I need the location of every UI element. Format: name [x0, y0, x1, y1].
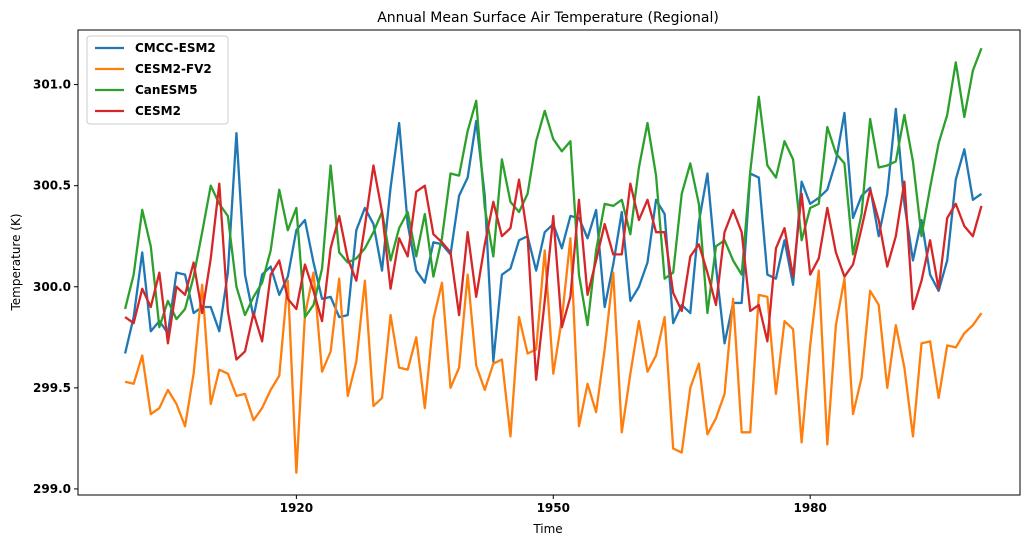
legend-label-0: CMCC-ESM2	[135, 41, 216, 55]
y-tick-label-2: 300.0	[33, 280, 71, 294]
legend-label-2: CanESM5	[135, 83, 198, 97]
x-axis-label: Time	[532, 522, 562, 536]
y-tick-label-1: 299.5	[33, 381, 71, 395]
chart-title: Annual Mean Surface Air Temperature (Reg…	[377, 10, 719, 26]
x-tick-label-2: 1980	[793, 501, 826, 515]
x-tick-label-1: 1950	[537, 501, 570, 515]
y-axis-label: Temperature (K)	[9, 213, 23, 311]
x-axis: 1920 1950 1980	[280, 495, 827, 515]
plot-frame	[77, 29, 1021, 496]
plot-lines	[123, 47, 983, 474]
legend: CMCC-ESM2 CESM2-FV2 CanESM5 CESM2	[86, 35, 229, 125]
y-axis: 299.0 299.5 300.0 300.5 301.0	[33, 78, 78, 496]
series-line-2	[123, 47, 983, 329]
legend-label-3: CESM2	[135, 104, 181, 118]
series-line-1	[124, 237, 983, 474]
y-tick-label-4: 301.0	[33, 78, 71, 92]
series-line-3	[124, 164, 983, 381]
x-tick-label-0: 1920	[280, 501, 313, 515]
legend-label-1: CESM2-FV2	[135, 62, 212, 76]
legend-box	[86, 35, 229, 125]
y-tick-label-0: 299.0	[33, 482, 71, 496]
y-tick-label-3: 300.5	[33, 179, 71, 193]
